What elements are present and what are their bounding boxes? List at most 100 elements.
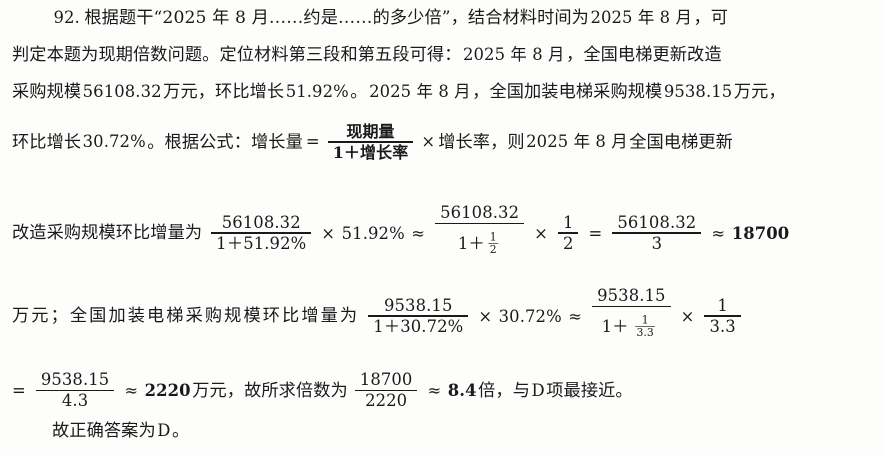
equals-sign: = — [305, 132, 320, 152]
line-4-text-c: 增长率 — [438, 132, 491, 153]
line-3-text-e: ，全国加装电梯采购规模 — [472, 82, 663, 102]
equation1-fraction-1: 56108.32 1＋51.92% — [211, 212, 312, 253]
multiply-sign: × — [321, 223, 336, 243]
line-1-text-d: ，可 — [693, 8, 729, 28]
line-4-text-f: 全国电梯更新 — [629, 132, 733, 153]
equation2-fraction-1-denominator: 1＋30.72% — [373, 316, 464, 336]
fraction-bar — [354, 389, 418, 392]
paragraph-line-4-formula: 环比增长30.72%。根据公式：增长量 = 现期量 1＋增长率 × 增长率，则2025 年… — [12, 122, 872, 162]
question-number: 92. — [53, 8, 80, 27]
fraction-bar — [612, 232, 702, 234]
equation2-fraction-3-denominator: 3.3 — [709, 316, 736, 336]
line-7-text-d: 项最接近。 — [546, 380, 633, 401]
line-5-content: 改造采购规模环比增量为 56108.32 1＋51.92% × 51.92% ≈… — [12, 203, 791, 263]
equation1-fraction-2-numerator: 56108.32 — [440, 203, 520, 222]
fraction-bar — [211, 232, 312, 234]
equation3-fraction-2: 18700 2220 — [354, 370, 418, 410]
approx-sign: ≈ — [411, 223, 426, 243]
formula-denominator: 1＋增长率 — [332, 142, 409, 162]
equation3-result-2: 8.4 — [447, 381, 477, 401]
equation2-fraction-1-numerator: 9538.15 — [384, 295, 453, 315]
equation1-nested-numerator: 1 — [489, 230, 497, 244]
multiply-sign: × — [478, 306, 493, 326]
value-added-elevator-scale: 9538.15 — [663, 82, 733, 101]
equation1-fraction-2-denominator-prefix: 1＋ — [457, 233, 485, 253]
value-growth-rate-added: 30.72% — [82, 132, 146, 152]
line-5-text-a: 改造采购规模环比增量为 — [12, 223, 203, 244]
multiply-sign: × — [534, 223, 548, 243]
equation2-fraction-2-numerator: 9538.15 — [597, 286, 666, 305]
line-2-text-c: ，全国电梯更新改造 — [566, 45, 722, 65]
equation3-fraction-1: 9538.15 4.3 — [35, 370, 115, 411]
fraction-bar — [35, 389, 115, 392]
equation2-fraction-2: 9538.15 1＋ 1 3.3 — [592, 286, 671, 345]
equation2-nested-fraction: 1 3.3 — [634, 314, 655, 339]
equation1-fraction-3: 1 2 — [557, 212, 579, 253]
line-3-text-a: 采购规模 — [12, 82, 82, 102]
approx-sign: ≈ — [124, 381, 139, 401]
line-3-content: 采购规模56108.32万元，环比增长51.92%。2025 年 8 月，全国加… — [12, 82, 786, 102]
equation1-fraction-4-denominator: 3 — [651, 233, 663, 253]
equation1-fraction-1-numerator: 56108.32 — [221, 212, 301, 232]
fraction-bar — [327, 141, 414, 143]
line-1-quote: “2025 年 8 月……约是……的多少倍” — [153, 8, 451, 28]
line-2-date: 2025 年 8 月 — [462, 45, 565, 64]
equation1-rate: 51.92% — [341, 223, 405, 243]
line-2-content: 判定本题为现期倍数问题。定位材料第三段和第五段可得：2025 年 8 月，全国电… — [12, 45, 722, 65]
equals-sign: = — [12, 381, 26, 401]
equation2-rate: 30.72% — [498, 306, 562, 326]
line-4-date: 2025 年 8 月 — [526, 132, 628, 152]
equation1-result: 18700 — [731, 223, 790, 243]
line-1-text-b: ，结合材料时间为 — [450, 8, 589, 28]
line-2-text-a: 判定本题为现期倍数问题。定位材料第三段和第五段可得： — [12, 45, 462, 65]
paragraph-line-7-equation: = 9538.15 4.3 ≈ 2220 万元，故所求倍数为 18700 222… — [12, 370, 872, 411]
value-growth-rate-renewal: 51.92% — [285, 82, 349, 101]
value-elevator-renewal-scale: 56108.32 — [82, 82, 162, 101]
equation3-fraction-1-denominator: 4.3 — [61, 391, 89, 411]
equation1-nested-fraction: 1 2 — [488, 231, 498, 255]
equation1-fraction-4: 56108.32 3 — [612, 212, 702, 253]
paragraph-line-6-equation: 万元；全国加装电梯采购规模环比增量为 9538.15 1＋30.72% × 30… — [12, 286, 872, 346]
equation3-fraction-1-numerator: 9538.15 — [40, 370, 110, 389]
line-7-option-letter: D — [531, 381, 545, 401]
formula-fraction: 现期量 1＋增长率 — [327, 122, 414, 162]
paragraph-line-2: 判定本题为现期倍数问题。定位材料第三段和第五段可得：2025 年 8 月，全国电… — [12, 45, 872, 65]
fraction-bar — [634, 326, 655, 327]
line-4-content: 环比增长30.72%。根据公式：增长量 = 现期量 1＋增长率 × 增长率，则2025 年… — [12, 122, 733, 162]
line-7-text-b: 倍，与 — [478, 380, 530, 401]
approx-sign: ≈ — [427, 381, 442, 401]
approx-sign: ≈ — [568, 306, 583, 326]
line-7-text-a: 万元，故所求倍数为 — [192, 380, 348, 401]
line-3-date: 2025 年 8 月 — [369, 82, 471, 101]
equation1-fraction-3-numerator: 1 — [562, 212, 574, 232]
paragraph-line-3: 采购规模56108.32万元，环比增长51.92%。2025 年 8 月，全国加… — [12, 82, 872, 102]
line-1-date: 2025 年 8 月 — [590, 8, 692, 27]
equation3-result-1: 2220 — [144, 381, 191, 401]
line-4-text-a: 环比增长 — [12, 132, 82, 153]
fraction-bar — [488, 243, 498, 244]
equation2-fraction-1: 9538.15 1＋30.72% — [368, 295, 469, 336]
fraction-bar — [704, 315, 741, 317]
equation2-fraction-2-denominator: 1＋ 1 3.3 — [597, 307, 666, 345]
equation2-fraction-3: 1 3.3 — [704, 295, 741, 336]
equation1-fraction-3-denominator: 2 — [562, 233, 574, 253]
equation2-nested-denominator: 3.3 — [636, 326, 654, 339]
fraction-bar — [435, 222, 525, 225]
formula-numerator: 现期量 — [346, 122, 395, 141]
line-8-text-a: 故正确答案为 — [52, 421, 156, 441]
multiply-sign: × — [421, 132, 436, 152]
paragraph-line-1: 92. 根据题干“2025 年 8 月……约是……的多少倍”，结合材料时间为202… — [12, 8, 872, 28]
equation1-fraction-2: 56108.32 1＋ 1 2 — [435, 203, 525, 262]
equation1-fraction-1-denominator: 1＋51.92% — [216, 233, 307, 253]
equation3-fraction-2-numerator: 18700 — [359, 370, 413, 389]
correct-answer-letter: D — [157, 421, 171, 440]
equation1-fraction-2-denominator: 1＋ 1 2 — [453, 224, 507, 262]
line-3-text-b: 万元，环比增长 — [163, 82, 285, 102]
line-7-content: = 9538.15 4.3 ≈ 2220 万元，故所求倍数为 18700 222… — [12, 370, 633, 411]
line-1-text-a: 根据题干 — [84, 8, 154, 28]
approx-sign: ≈ — [711, 223, 726, 243]
equation1-fraction-4-numerator: 56108.32 — [617, 212, 697, 232]
line-3-text-f: 万元， — [733, 82, 786, 102]
equation2-fraction-3-numerator: 1 — [717, 295, 728, 315]
